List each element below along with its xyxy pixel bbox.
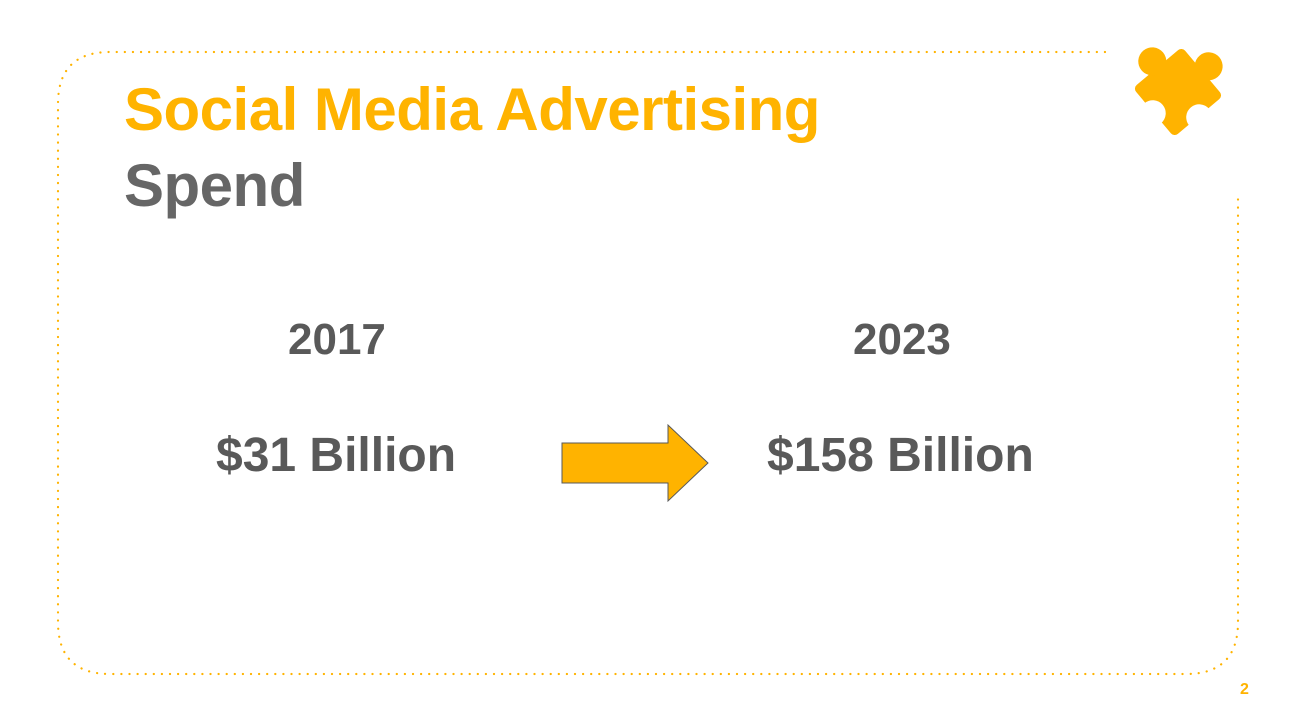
year-2017-label: 2017 xyxy=(288,315,386,364)
page-number: 2 xyxy=(1240,681,1249,698)
amount-2017-value: $31 Billion xyxy=(216,429,457,482)
slide-subtitle: Spend xyxy=(124,152,305,219)
right-arrow-icon xyxy=(561,423,709,503)
year-2023-label: 2023 xyxy=(853,315,951,364)
puzzle-piece-icon xyxy=(1134,47,1223,136)
slide-title: Social Media Advertising xyxy=(124,76,820,143)
amount-2023-value: $158 Billion xyxy=(767,429,1034,482)
